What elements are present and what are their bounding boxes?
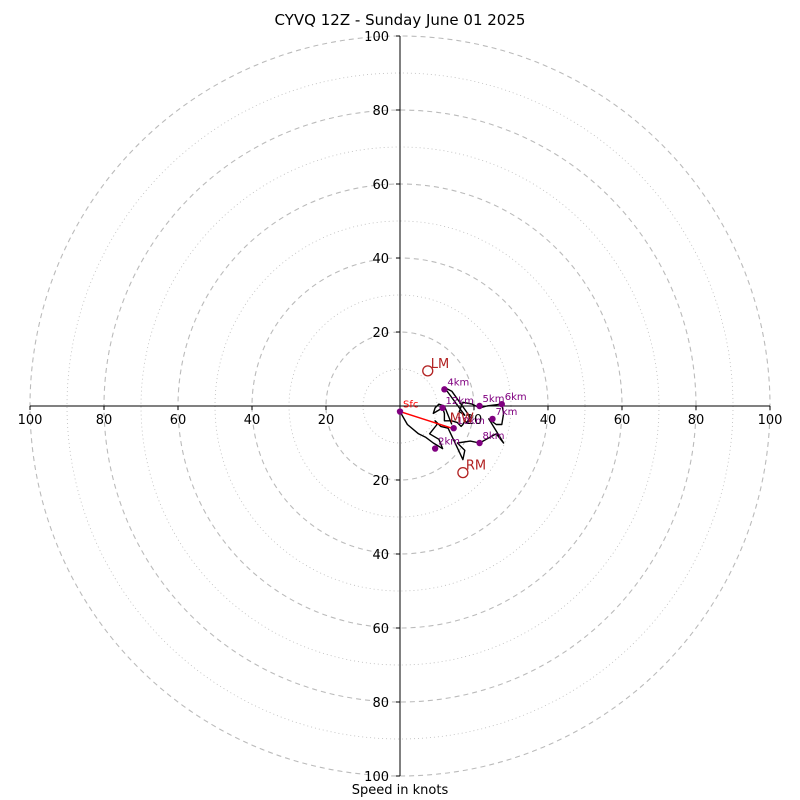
x-axis-label: Speed in knots [351, 783, 449, 798]
y-tick-label: 60 [372, 622, 389, 637]
y-tick-label: 100 [364, 770, 389, 785]
height-marker-label: 10km [457, 416, 485, 427]
x-tick-label: 80 [688, 413, 705, 428]
x-tick-label: 40 [540, 413, 557, 428]
height-marker-label: 8km [483, 431, 505, 442]
shear-vector [399, 410, 453, 429]
x-tick-label: 80 [96, 413, 113, 428]
y-tick-label: 60 [372, 178, 389, 193]
x-tick-label: 60 [170, 413, 187, 428]
height-marker-label: 12km [446, 396, 474, 407]
storm-motion-group: LM RM MW [422, 357, 486, 479]
axes [30, 36, 770, 776]
x-tick-label: 100 [18, 413, 43, 428]
x-tick-label: 100 [758, 413, 783, 428]
height-marker-label: 4km [447, 377, 469, 388]
storm-motion-label: LM [431, 357, 449, 372]
height-marker-dot [431, 445, 439, 452]
storm-motion-marker [457, 466, 469, 479]
height-marker-label: 2km [438, 437, 460, 448]
height-marker-label: 7km [496, 407, 518, 418]
height-marker-label: Sfc [403, 400, 418, 411]
height-marker-dot [441, 386, 448, 393]
height-marker-dot [489, 415, 496, 423]
height-marker-dot [476, 402, 483, 410]
mean-wind-label: MW [450, 412, 474, 427]
height-marker-dot [498, 400, 505, 408]
chart-title: CYVQ 12Z - Sunday June 01 2025 [274, 11, 526, 29]
height-marker-dot [450, 425, 457, 432]
height-marker-dot [396, 408, 404, 415]
storm-motion-marker [422, 365, 434, 377]
storm-motion-label: RM [466, 459, 486, 474]
tick-labels: 100 80 60 40 20 20 40 60 80 100100806040202040608… [18, 30, 783, 785]
hodograph-trace [399, 386, 505, 461]
height-markers: Sfc 2km 4km 5km 6km 7km 8km 10km 12km [396, 377, 527, 452]
x-tick-label: 40 [244, 413, 261, 428]
height-marker-label: 5km [483, 394, 505, 405]
x-tick-label: 60 [614, 413, 631, 428]
y-tick-label: 80 [372, 104, 389, 119]
hodograph-trace-group [399, 386, 505, 461]
y-tick-label: 20 [372, 474, 389, 489]
y-tick-label: 40 [372, 252, 389, 267]
x-tick-label: 20 [318, 413, 335, 428]
y-tick-label: 20 [372, 326, 389, 341]
y-tick-label: 100 [364, 30, 389, 45]
y-tick-label: 40 [372, 548, 389, 563]
height-marker-label: 6km [505, 392, 527, 403]
height-marker-dot [439, 404, 446, 412]
y-tick-label: 80 [372, 696, 389, 711]
height-marker-dot [476, 439, 483, 447]
